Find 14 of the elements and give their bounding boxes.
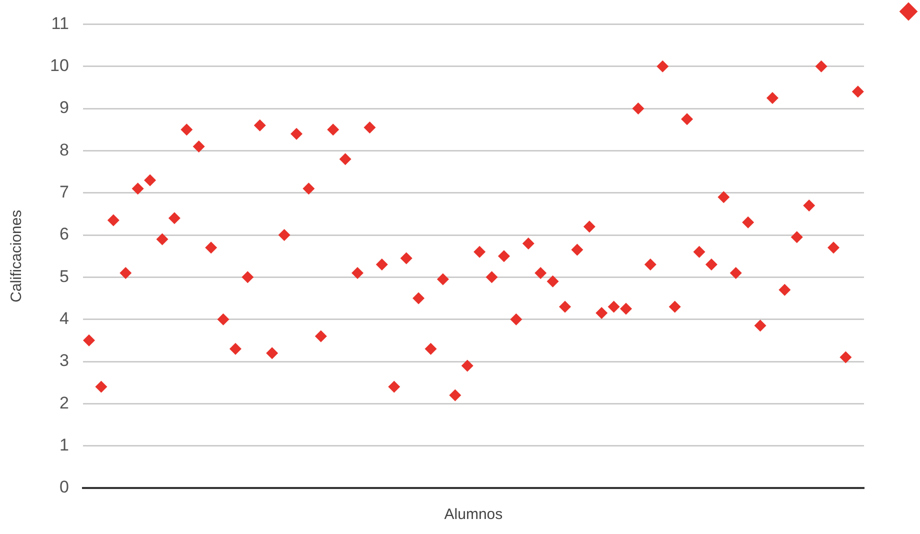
y-tick-label: 9	[59, 98, 69, 118]
x-axis-title: Alumnos	[444, 506, 503, 524]
y-tick-label: 10	[50, 56, 69, 76]
y-tick-label: 4	[59, 309, 69, 328]
y-tick-label: 11	[51, 14, 69, 33]
y-tick-label: 2	[59, 393, 69, 412]
y-tick-label: 1	[59, 436, 69, 455]
y-tick-label: 8	[59, 140, 69, 160]
y-tick-label: 0	[59, 478, 69, 497]
y-tick-label: 5	[59, 266, 69, 286]
y-tick-label: 3	[59, 351, 69, 370]
y-tick-label: 7	[59, 182, 69, 202]
y-axis-title: Calificaciones	[8, 210, 26, 302]
y-tick-label: 6	[59, 224, 69, 244]
